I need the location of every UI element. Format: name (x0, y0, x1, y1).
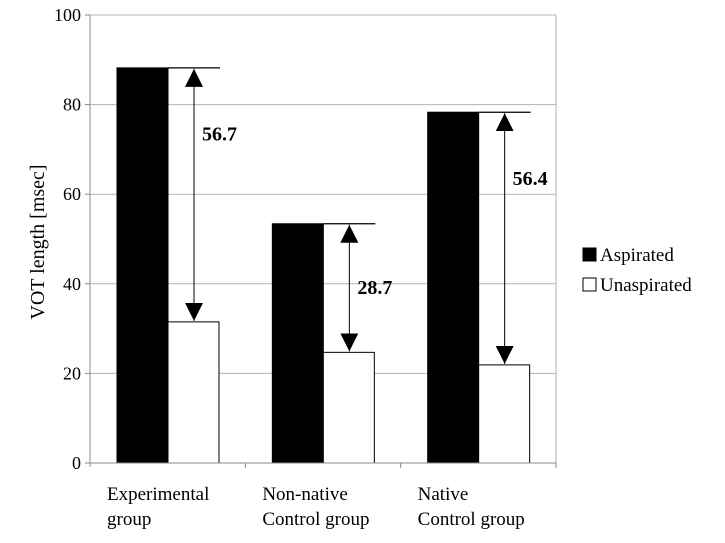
legend-label-aspirated: Aspirated (600, 245, 674, 266)
x-tick-label: Control group (418, 509, 525, 530)
x-tick-label: Non-native (262, 484, 347, 505)
y-tick-label: 80 (63, 95, 81, 115)
plot-area: 56.7 Experimental group 28.7 Non-native Contr… (54, 5, 557, 530)
legend-label-unaspirated: Unaspirated (600, 275, 692, 296)
y-tick-label: 40 (63, 274, 81, 294)
bar-aspirated (427, 111, 480, 464)
bar-unaspirated (478, 364, 531, 464)
y-axis-label: VOT length [msec] (27, 164, 49, 319)
y-tick-label: 20 (63, 363, 81, 383)
difference-label: 56.7 (202, 124, 237, 146)
x-tick-label: Native (418, 484, 469, 505)
legend-swatch-unaspirated (582, 277, 597, 292)
x-tick-label: Experimental (107, 484, 209, 505)
difference-label: 28.7 (357, 277, 392, 299)
x-tick-label: Control group (262, 509, 369, 530)
bar-unaspirated (167, 321, 220, 464)
bar-aspirated (116, 67, 169, 464)
legend: Aspirated Unaspirated (582, 245, 692, 296)
y-tick-label: 100 (54, 5, 81, 25)
bar-unaspirated (322, 351, 375, 464)
y-tick-label: 0 (72, 453, 81, 473)
difference-label: 56.4 (513, 168, 548, 190)
y-tick-label: 60 (63, 184, 81, 204)
x-tick-label: group (107, 509, 151, 530)
legend-swatch-aspirated (582, 247, 597, 262)
bar-aspirated (271, 223, 324, 464)
